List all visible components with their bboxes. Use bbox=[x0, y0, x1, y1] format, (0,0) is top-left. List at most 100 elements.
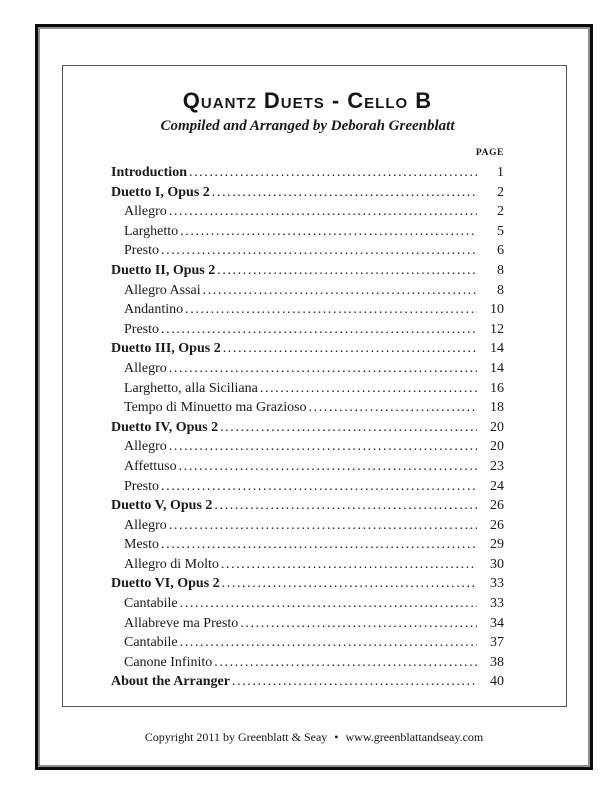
dot-leader bbox=[185, 300, 477, 320]
toc-entry-page: 33 bbox=[490, 596, 504, 612]
outer-frame-gray-line: Quantz Duets - Cello B Compiled and Arra… bbox=[38, 27, 590, 767]
toc-row: Allegro 26 bbox=[111, 516, 504, 536]
toc-row: Larghetto 5 bbox=[111, 222, 504, 242]
website-text: www.greenblattandseay.com bbox=[345, 730, 484, 744]
toc-entry-label: Introduction bbox=[111, 165, 187, 180]
toc-entry-page: 20 bbox=[490, 419, 504, 435]
toc-row: Presto 24 bbox=[111, 477, 504, 497]
toc-entry-page: 40 bbox=[490, 674, 504, 690]
toc-entry-page: 30 bbox=[490, 556, 504, 572]
toc-entry-page: 29 bbox=[490, 537, 504, 553]
toc-entry-page: 12 bbox=[490, 321, 504, 337]
toc-entry-page: 6 bbox=[497, 243, 504, 259]
toc-row: Presto 6 bbox=[111, 241, 504, 261]
dot-leader bbox=[180, 594, 477, 614]
toc-entry-page: 5 bbox=[497, 223, 504, 239]
toc-entry-label: About the Arranger bbox=[111, 674, 230, 690]
toc-row: Tempo di Minuetto ma Grazioso 18 bbox=[111, 398, 504, 418]
toc-row: Presto 12 bbox=[111, 320, 504, 340]
dot-leader bbox=[214, 496, 477, 516]
toc-entry-label: Andantino bbox=[124, 302, 184, 318]
dot-leader bbox=[214, 653, 477, 673]
dot-leader bbox=[180, 222, 477, 242]
toc-entry-label: Cantabile bbox=[124, 596, 178, 612]
dot-leader bbox=[217, 261, 477, 281]
toc-row: Andantino 10 bbox=[111, 300, 504, 320]
toc-entry-page: 8 bbox=[497, 262, 504, 278]
toc-entry-label: Allegro bbox=[124, 439, 167, 455]
dot-leader bbox=[169, 516, 477, 536]
toc-entry-label: Allegro bbox=[124, 360, 167, 376]
copyright-text: Copyright 2011 by Greenblatt & Seay bbox=[144, 730, 328, 744]
toc-entry-page: 18 bbox=[490, 400, 504, 416]
toc-entry-page: 26 bbox=[490, 517, 504, 533]
toc-entry-page: 26 bbox=[490, 498, 504, 514]
toc-entry-page: 1 bbox=[497, 165, 504, 180]
toc-entry-label: Larghetto bbox=[124, 223, 179, 239]
copyright-line: Copyright 2011 by Greenblatt & Seay • www.… bbox=[40, 729, 588, 745]
toc-row: Duetto II, Opus 2 8 bbox=[111, 261, 504, 281]
toc-entry-page: 24 bbox=[490, 478, 504, 494]
dot-leader bbox=[169, 202, 477, 222]
toc-entry-page: 10 bbox=[490, 302, 504, 318]
toc-row: Canone Infinito 38 bbox=[111, 653, 504, 673]
toc-row: Duetto III, Opus 2 14 bbox=[111, 339, 504, 359]
toc-entry-label: Tempo di Minuetto ma Grazioso bbox=[124, 400, 307, 416]
dot-leader bbox=[169, 437, 477, 457]
toc-entry-label: Duetto I, Opus 2 bbox=[111, 184, 210, 200]
toc-entry-page: 20 bbox=[490, 439, 504, 455]
dot-leader bbox=[212, 183, 477, 203]
toc-row: Allegro 2 bbox=[111, 202, 504, 222]
toc-entry-page: 38 bbox=[490, 654, 504, 670]
toc-row: Allabreve ma Presto 34 bbox=[111, 614, 504, 634]
toc-entry-page: 34 bbox=[490, 615, 504, 631]
dot-leader bbox=[260, 379, 477, 399]
dot-leader bbox=[232, 672, 477, 692]
toc-entry-label: Mesto bbox=[124, 537, 159, 553]
dot-leader bbox=[309, 398, 477, 418]
toc-row: Mesto 29 bbox=[111, 535, 504, 555]
toc-row: Allegro 14 bbox=[111, 359, 504, 379]
dot-leader bbox=[179, 457, 477, 477]
toc-entry-label: Presto bbox=[124, 243, 159, 259]
toc-entry-label: Presto bbox=[124, 321, 159, 337]
dot-leader bbox=[169, 359, 477, 379]
toc-entry-page: 14 bbox=[490, 341, 504, 357]
toc-entry-page: 16 bbox=[490, 380, 504, 396]
toc-row: Duetto IV, Opus 2 20 bbox=[111, 418, 504, 438]
dot-leader bbox=[161, 535, 477, 555]
toc-row: Introduction 1 bbox=[111, 163, 504, 183]
toc-entry-page: 14 bbox=[490, 360, 504, 376]
toc-entry-label: Allegro di Molto bbox=[124, 556, 219, 572]
dot-leader bbox=[161, 477, 477, 497]
toc-row: Duetto VI, Opus 2 33 bbox=[111, 574, 504, 594]
dot-leader bbox=[161, 320, 477, 340]
toc-entry-page: 2 bbox=[497, 184, 504, 200]
dot-leader bbox=[203, 281, 477, 301]
toc-row: Cantabile 33 bbox=[111, 594, 504, 614]
dot-leader bbox=[189, 163, 477, 183]
toc-entry-page: 8 bbox=[497, 282, 504, 298]
toc-row: Affettuso 23 bbox=[111, 457, 504, 477]
page-column-label: PAGE bbox=[475, 148, 504, 158]
dot-leader bbox=[222, 574, 477, 594]
toc-row: Cantabile 37 bbox=[111, 633, 504, 653]
toc-row: Duetto I, Opus 2 2 bbox=[111, 183, 504, 203]
toc-entry-label: Duetto V, Opus 2 bbox=[111, 498, 213, 514]
dot-leader bbox=[240, 614, 477, 634]
toc-entry-label: Larghetto, alla Siciliana bbox=[124, 380, 258, 396]
dot-leader bbox=[161, 241, 477, 261]
toc-entry-label: Canone Infinito bbox=[124, 654, 213, 670]
toc-row: Allegro 20 bbox=[111, 437, 504, 457]
bullet-separator: • bbox=[334, 730, 339, 744]
toc-entry-page: 2 bbox=[497, 204, 504, 220]
toc-row: Duetto V, Opus 2 26 bbox=[111, 496, 504, 516]
toc-entry-page: 23 bbox=[490, 458, 504, 474]
toc-entry-label: Allegro Assai bbox=[124, 282, 201, 298]
outer-frame: Quantz Duets - Cello B Compiled and Arra… bbox=[35, 24, 593, 770]
toc-entry-label: Cantabile bbox=[124, 635, 178, 651]
toc-row: About the Arranger 40 bbox=[111, 672, 504, 692]
toc-entry-label: Affettuso bbox=[124, 458, 177, 474]
dot-leader bbox=[221, 555, 477, 575]
